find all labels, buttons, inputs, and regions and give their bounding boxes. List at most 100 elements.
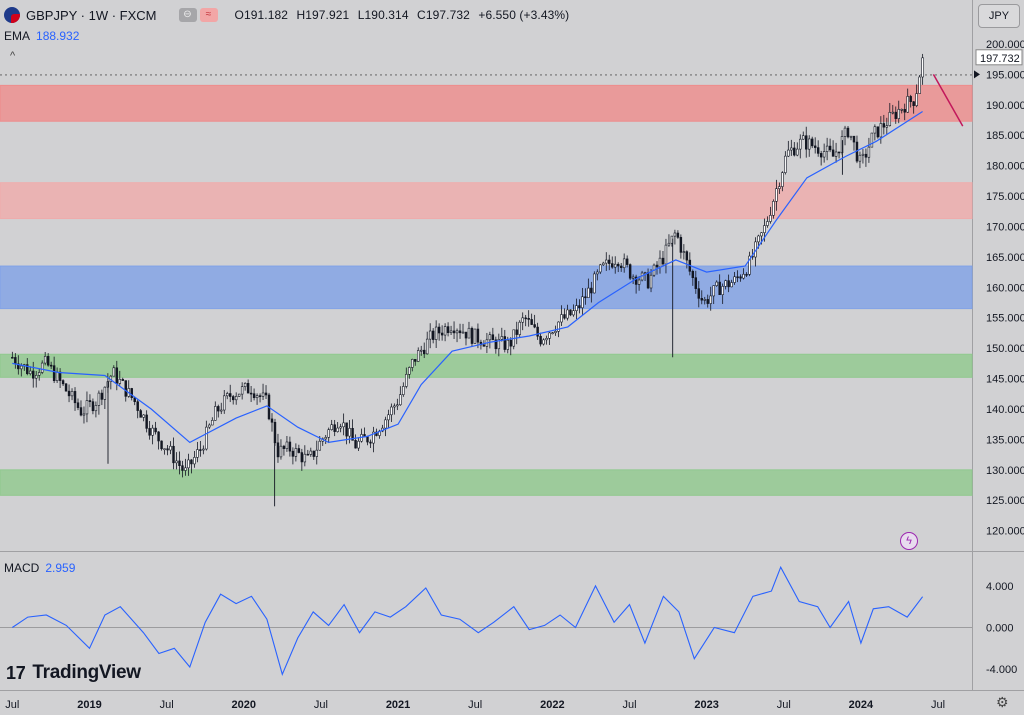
settings-gear-icon[interactable]: ⚙	[996, 694, 1009, 710]
candle-body	[202, 448, 205, 451]
price-tick-label: 155.000	[986, 313, 1024, 325]
candle-body	[816, 147, 820, 154]
candle-body	[790, 147, 793, 151]
candle-body	[781, 172, 784, 187]
candle-body	[593, 273, 596, 294]
last-price-box	[975, 49, 1023, 66]
candle-body	[40, 362, 44, 373]
candle-body	[312, 450, 316, 457]
candle-body	[431, 330, 435, 340]
candle-body	[897, 109, 900, 119]
lightning-alert-icon[interactable]: ϟ	[900, 532, 918, 550]
candle-body	[175, 460, 178, 464]
gbpjpy-flag-icon	[4, 7, 20, 23]
currency-selector[interactable]: JPY	[978, 4, 1020, 28]
ema-legend[interactable]: EMA 188.932	[4, 29, 79, 43]
candle-body	[237, 393, 241, 397]
candle-body	[252, 393, 256, 399]
candle-body	[249, 392, 253, 395]
candle-body	[721, 286, 724, 296]
compare-wave-icon[interactable]: ≈	[199, 8, 218, 22]
candle-body	[879, 123, 883, 138]
symbol-title[interactable]: GBPJPY · 1W · FXCM	[26, 7, 157, 23]
time-tick-label: 2024	[849, 699, 874, 711]
candle-body	[425, 338, 429, 355]
candle-body	[32, 370, 35, 379]
candle-body	[464, 331, 468, 339]
candle-body	[682, 251, 686, 253]
candle-body	[554, 331, 557, 334]
chart-header: GBPJPY · 1W · FXCM ⊖ ≈ O191.182 H197.921…	[0, 0, 574, 30]
visibility-toggle-icon[interactable]: ⊖	[178, 8, 197, 22]
candle-body	[909, 96, 912, 102]
candle-body	[193, 457, 196, 465]
candle-body	[333, 424, 336, 432]
time-tick-label: 2019	[77, 699, 101, 711]
tradingview-logo[interactable]: 17 TradingView	[6, 662, 141, 684]
candle-body	[228, 393, 232, 397]
tradingview-wordmark: TradingView	[32, 662, 141, 683]
candle-body	[414, 359, 417, 362]
candle-body	[876, 126, 880, 138]
candle-body	[542, 339, 545, 345]
macd-legend[interactable]: MACD 2.959	[4, 561, 75, 575]
price-tick-label: 125.000	[986, 495, 1024, 507]
candle-body	[26, 364, 29, 375]
candle-body	[637, 279, 641, 285]
candle-body	[196, 449, 199, 458]
candle-body	[214, 406, 217, 421]
open-label: O	[234, 8, 244, 22]
candle-body	[154, 427, 157, 433]
candle-body	[166, 448, 169, 451]
candle-body	[807, 138, 811, 150]
candle-body	[473, 328, 477, 344]
candle-body	[557, 321, 560, 332]
candle-body	[676, 232, 680, 238]
candle-body	[915, 93, 918, 106]
high-label: H	[296, 8, 306, 22]
candle-body	[17, 363, 20, 370]
candle-body	[318, 440, 321, 451]
candle-body	[64, 383, 68, 392]
candle-body	[885, 125, 889, 128]
candle-body	[551, 332, 554, 335]
candle-body	[384, 419, 387, 429]
candle-body	[611, 263, 614, 268]
time-tick-label: Jul	[314, 699, 328, 711]
candle-body	[870, 132, 874, 148]
candle-body	[646, 272, 650, 289]
collapse-caret-icon[interactable]: ^	[10, 50, 16, 62]
candle-body	[619, 265, 623, 269]
candle-body	[548, 332, 551, 339]
zone-pink-1	[0, 182, 973, 220]
candle-body	[718, 281, 721, 296]
candle-body	[476, 328, 480, 343]
candle-body	[217, 406, 220, 412]
candle-body	[697, 288, 701, 299]
candle-body	[461, 331, 465, 334]
candle-body	[387, 414, 390, 421]
candle-body	[482, 344, 486, 347]
candle-body	[715, 281, 718, 286]
candle-body	[157, 431, 160, 442]
candle-body	[616, 263, 620, 267]
candle-body	[79, 407, 83, 416]
candle-body	[46, 356, 50, 366]
candle-body	[187, 459, 190, 469]
candle-body	[82, 413, 86, 416]
candle-body	[417, 350, 420, 362]
candle-body	[661, 257, 665, 265]
candle-body	[220, 409, 223, 412]
candle-body	[285, 441, 289, 449]
price-tick-label: 190.000	[986, 100, 1024, 112]
candle-body	[342, 422, 345, 428]
candle-body	[709, 295, 712, 304]
price-tick-label: 165.000	[986, 252, 1024, 264]
candle-body	[527, 317, 530, 320]
candle-body	[226, 393, 229, 397]
candle-body	[509, 339, 512, 347]
candle-body	[315, 449, 318, 457]
candle-body	[590, 287, 593, 294]
candle-body	[330, 424, 333, 430]
